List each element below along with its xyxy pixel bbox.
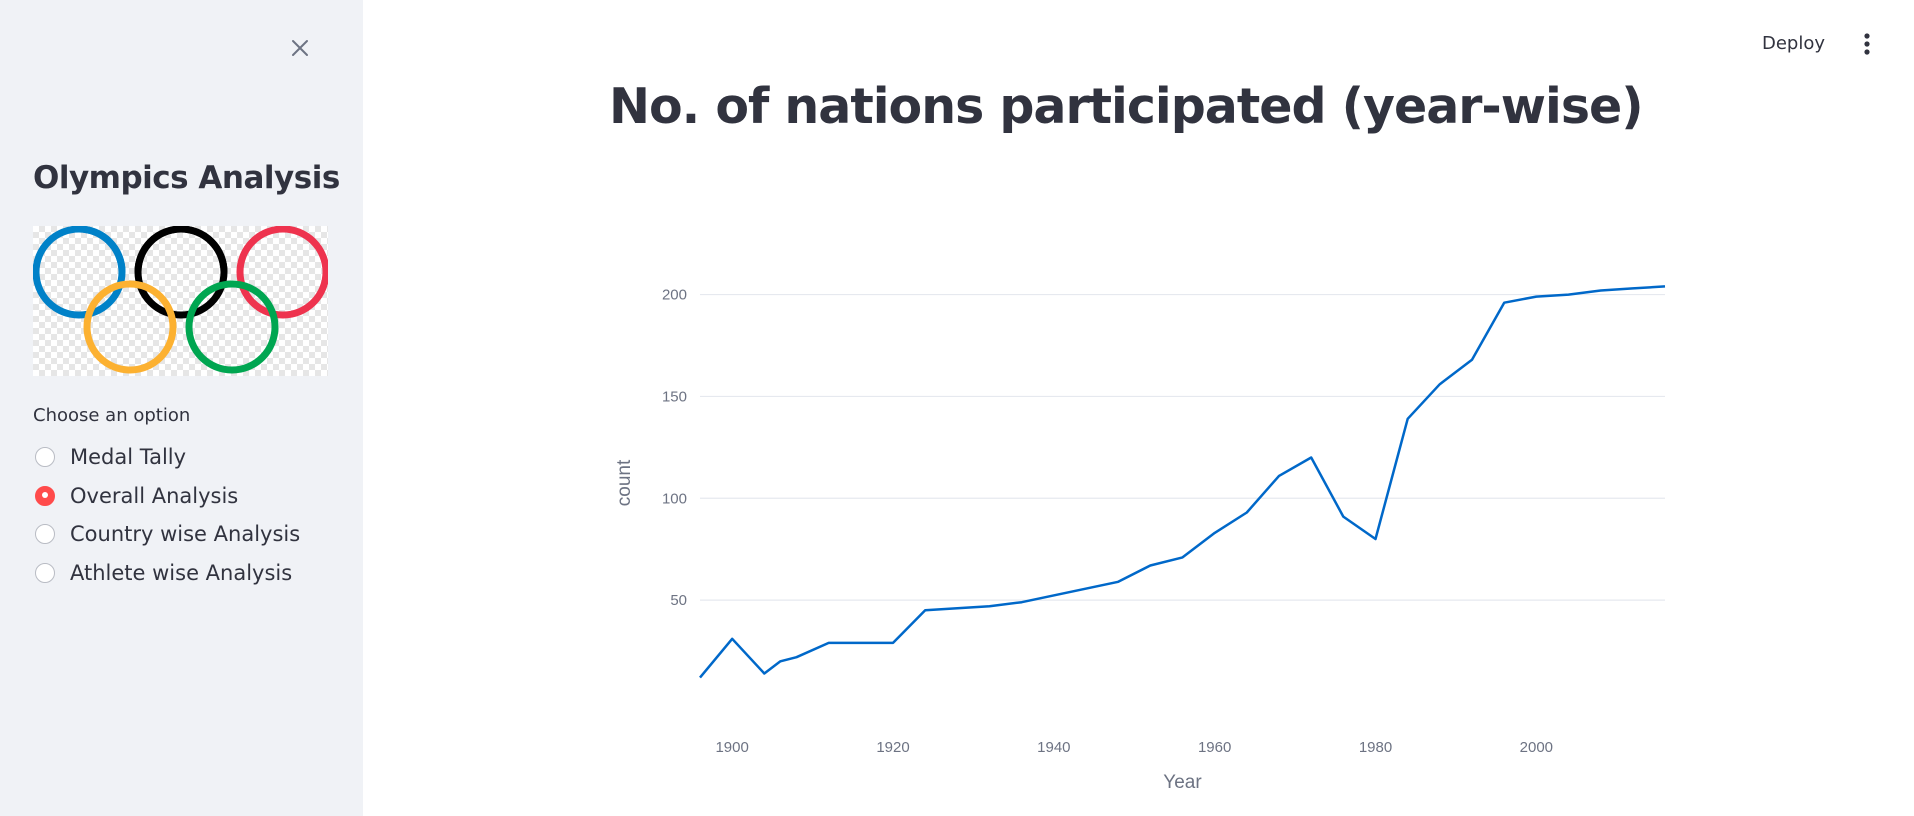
close-icon (292, 40, 308, 56)
sidebar-title: Olympics Analysis (33, 160, 340, 196)
radio-button-icon[interactable] (35, 447, 55, 468)
radio-option-label: Overall Analysis (70, 483, 239, 508)
sidebar: Olympics Analysis Choose an option Medal… (0, 0, 363, 816)
main-menu-button[interactable] (1852, 26, 1882, 62)
data-point[interactable] (985, 601, 995, 611)
data-point[interactable] (1306, 453, 1316, 463)
x-tick-label: 1980 (1359, 739, 1392, 756)
close-sidebar-button[interactable] (282, 30, 318, 66)
data-point[interactable] (759, 668, 769, 678)
chart-gridlines (700, 293, 1665, 601)
analysis-radio-group: Choose an option Medal Tally Overall Ana… (33, 405, 353, 592)
radio-button-icon[interactable] (35, 562, 55, 583)
data-point[interactable] (1242, 508, 1252, 518)
radio-athlete-wise-analysis[interactable]: Athlete wise Analysis (33, 554, 353, 593)
olympic-rings-image (32, 225, 330, 376)
radio-option-label: Athlete wise Analysis (70, 560, 293, 585)
radio-button-selected-icon[interactable] (35, 485, 55, 506)
data-point[interactable] (952, 603, 962, 613)
page-title: No. of nations participated (year-wise) (609, 78, 1644, 135)
y-tick-label: 200 (662, 287, 687, 304)
y-axis-ticks: 50 100 150 200 (662, 287, 687, 610)
data-point[interactable] (1145, 561, 1155, 571)
data-point[interactable] (824, 638, 834, 648)
data-point[interactable] (775, 656, 785, 666)
data-point[interactable] (1467, 355, 1477, 365)
data-point[interactable] (888, 638, 898, 648)
data-point[interactable] (727, 634, 737, 644)
olympic-rings-icon (32, 225, 330, 374)
data-point[interactable] (1274, 471, 1284, 481)
data-point[interactable] (1403, 414, 1413, 424)
radio-overall-analysis[interactable]: Overall Analysis (33, 477, 353, 516)
data-point[interactable] (920, 605, 930, 615)
data-point[interactable] (1210, 528, 1220, 538)
x-tick-label: 2000 (1520, 739, 1553, 756)
y-tick-label: 100 (662, 490, 687, 507)
x-tick-label: 1920 (876, 739, 909, 756)
series-line (699, 285, 1666, 679)
data-point[interactable] (1660, 281, 1670, 291)
radio-option-label: Country wise Analysis (70, 522, 301, 547)
data-point[interactable] (1371, 534, 1381, 544)
data-point[interactable] (1338, 512, 1348, 522)
y-tick-label: 150 (662, 388, 687, 405)
data-point[interactable] (1564, 290, 1574, 300)
radio-group-label: Choose an option (33, 405, 191, 426)
radio-medal-tally[interactable]: Medal Tally (33, 438, 353, 477)
series-points (695, 281, 1670, 682)
x-tick-label: 1940 (1037, 739, 1070, 756)
more-vertical-icon (1864, 33, 1870, 55)
data-point[interactable] (1628, 283, 1638, 293)
x-axis-ticks: 1900 1920 1940 1960 1980 2000 (715, 739, 1553, 756)
data-point[interactable] (1178, 552, 1188, 562)
data-point[interactable] (1435, 379, 1445, 389)
deploy-button[interactable]: Deploy (1752, 28, 1835, 60)
x-axis-title: Year (1163, 772, 1202, 793)
data-point[interactable] (1499, 298, 1509, 308)
radio-button-icon[interactable] (35, 524, 55, 545)
data-point[interactable] (1017, 597, 1027, 607)
data-point[interactable] (1531, 292, 1541, 302)
radio-option-label: Medal Tally (70, 445, 187, 470)
data-point[interactable] (792, 652, 802, 662)
radio-country-wise-analysis[interactable]: Country wise Analysis (33, 515, 353, 554)
x-tick-label: 1900 (715, 739, 748, 756)
y-tick-label: 50 (670, 592, 687, 609)
x-tick-label: 1960 (1198, 739, 1231, 756)
data-point[interactable] (1596, 285, 1606, 295)
data-point[interactable] (695, 673, 705, 683)
data-point[interactable] (1113, 577, 1123, 587)
y-axis-title: count (614, 459, 635, 506)
